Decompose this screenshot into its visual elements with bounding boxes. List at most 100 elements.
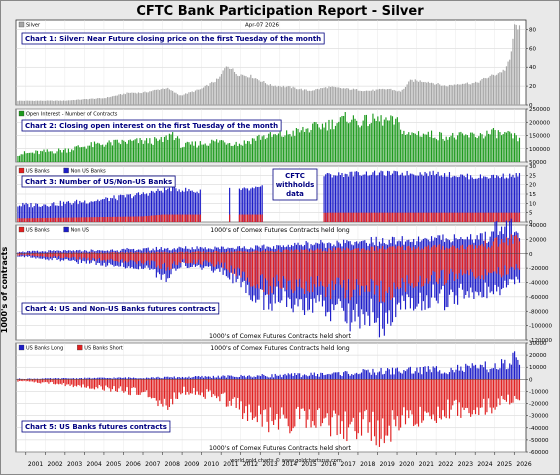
us-long-bar — [35, 252, 37, 254]
us-banks-bar — [20, 218, 22, 222]
price-bar — [473, 82, 475, 105]
open-interest-bar — [152, 144, 154, 162]
us-banks-long-bar — [199, 377, 201, 380]
price-bar — [378, 88, 381, 105]
price-bar — [426, 82, 428, 105]
us-banks-bar — [370, 212, 372, 222]
us-banks-short-bar — [167, 379, 169, 410]
non-us-short-bar — [43, 253, 45, 259]
non-us-short-bar — [58, 253, 60, 260]
us-banks-bar — [154, 215, 156, 222]
non-us-long-bar — [97, 250, 99, 254]
non-us-long-bar — [152, 248, 154, 254]
non-us-banks-bar — [229, 187, 231, 222]
open-interest-bar — [256, 136, 258, 162]
us-short-bar — [98, 253, 100, 259]
us-banks-short-bar — [281, 379, 283, 408]
non-us-short-bar — [377, 253, 379, 318]
non-us-long-bar — [279, 245, 281, 254]
us-banks-bar — [134, 216, 136, 222]
open-interest-bar — [383, 119, 385, 162]
us-short-bar — [372, 253, 374, 281]
us-banks-bar — [48, 217, 50, 222]
x-tick-label: 2026 — [516, 461, 531, 468]
us-banks-short-bar — [136, 379, 138, 395]
us-banks-short-bar — [430, 379, 433, 420]
us-banks-short-bar — [46, 379, 48, 383]
open-interest-bar — [41, 151, 43, 162]
open-interest-bar — [32, 152, 34, 162]
us-short-bar — [463, 253, 465, 274]
us-long-bar — [308, 251, 311, 254]
open-interest-bar — [295, 128, 297, 162]
us-short-bar — [61, 253, 63, 258]
open-interest-bar — [507, 130, 509, 162]
price-bar — [282, 85, 284, 105]
us-banks-long-bar — [230, 375, 232, 380]
us-banks-long-bar — [132, 377, 135, 380]
non-us-banks-bar — [447, 176, 449, 222]
us-banks-bar — [147, 215, 149, 222]
us-short-bar — [507, 253, 509, 275]
us-banks-long-bar — [282, 374, 284, 380]
us-banks-bar — [131, 216, 133, 222]
non-us-banks-bar — [160, 190, 162, 222]
non-us-banks-bar — [460, 174, 462, 222]
open-interest-bar — [203, 144, 205, 162]
us-banks-bar — [351, 212, 353, 222]
us-long-bar — [64, 252, 66, 254]
y-tick-label: -20000 — [529, 266, 549, 272]
us-banks-short-bar — [313, 379, 315, 426]
non-us-long-bar — [248, 249, 250, 254]
y-tick-label: 30000 — [529, 341, 547, 347]
open-interest-bar — [119, 144, 122, 162]
us-banks-long-bar — [289, 374, 291, 380]
non-us-long-bar — [377, 245, 379, 254]
bars-chart4 — [17, 218, 521, 338]
us-short-bar — [157, 253, 159, 266]
open-interest-bar — [106, 142, 109, 162]
price-bar — [413, 81, 415, 105]
open-interest-bar — [496, 138, 498, 162]
us-banks-bar — [447, 212, 449, 222]
us-short-bar — [193, 253, 195, 260]
non-us-banks-bar — [500, 176, 503, 222]
us-long-bar — [517, 237, 519, 254]
price-bar — [129, 92, 131, 105]
y-tick-label: 0 — [529, 377, 533, 383]
non-us-long-bar — [235, 248, 237, 254]
open-interest-bar — [302, 126, 304, 162]
non-us-short-bar — [150, 253, 153, 269]
open-interest-bar — [478, 136, 480, 162]
us-long-bar — [256, 250, 258, 254]
chart-title-box: Chart 5: US Banks futures contracts — [21, 420, 171, 433]
non-us-banks-bar — [43, 204, 45, 222]
us-banks-bar — [243, 214, 245, 222]
price-bar — [303, 89, 306, 105]
us-banks-long-bar — [404, 371, 407, 380]
y-tick-label: 15 — [529, 192, 536, 198]
non-us-banks-bar — [391, 173, 394, 222]
us-long-bar — [450, 246, 452, 254]
non-us-banks-bar — [470, 175, 472, 222]
us-long-bar — [408, 245, 410, 254]
price-bar — [209, 83, 211, 105]
us-banks-bar — [385, 212, 387, 222]
non-us-banks-bar — [398, 175, 400, 222]
us-short-bar — [22, 253, 24, 255]
us-banks-long-bar — [426, 371, 428, 380]
non-us-long-bar — [134, 250, 136, 254]
us-banks-bar — [128, 216, 130, 222]
us-short-bar — [90, 253, 92, 260]
us-banks-short-bar — [206, 379, 208, 390]
non-us-banks-bar — [48, 206, 50, 222]
us-banks-bar — [77, 217, 79, 222]
us-long-bar — [479, 245, 481, 254]
us-short-bar — [183, 253, 185, 259]
us-banks-short-bar — [175, 379, 177, 399]
us-short-bar — [67, 253, 70, 258]
us-banks-bar — [373, 212, 376, 222]
us-short-bar — [315, 253, 317, 288]
us-short-bar — [452, 253, 454, 272]
us-banks-bar — [66, 217, 68, 222]
